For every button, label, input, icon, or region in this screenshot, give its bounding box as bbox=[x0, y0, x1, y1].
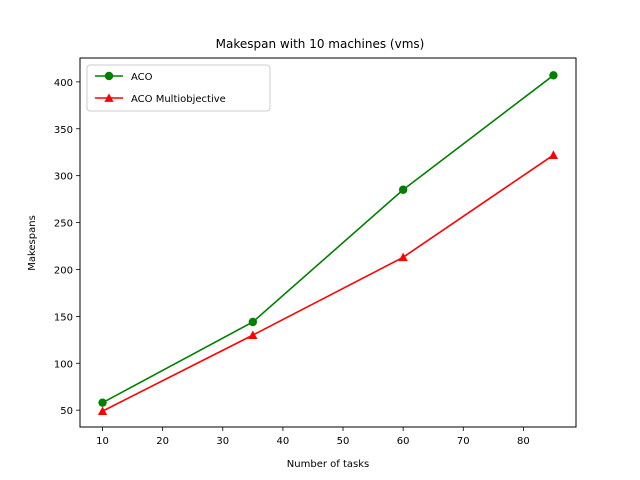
legend: ACO ACO Multiobjective bbox=[86, 64, 271, 112]
data-point-aco-multiobjective bbox=[548, 150, 559, 159]
legend-box bbox=[86, 64, 271, 112]
data-point-aco-multiobjective bbox=[248, 330, 258, 340]
x-tick-label: 30 bbox=[216, 436, 229, 447]
legend-label-aco-multiobjective: ACO Multiobjective bbox=[131, 94, 226, 105]
x-tick-label: 10 bbox=[96, 436, 109, 447]
axis-ticks: 10 20 30 40 50 60 70 80 50 100 150 200 250 300 350 400 bbox=[54, 78, 530, 447]
x-tick-label: 20 bbox=[156, 436, 169, 447]
y-tick-label: 300 bbox=[54, 172, 73, 183]
series-line-aco bbox=[102, 74, 554, 404]
legend-marker-aco bbox=[104, 71, 114, 81]
legend-label-aco: ACO bbox=[131, 72, 153, 83]
x-tick-label: 80 bbox=[517, 436, 530, 447]
data-point-aco bbox=[398, 185, 408, 194]
plot-frame bbox=[79, 57, 577, 428]
data-point-aco bbox=[98, 398, 107, 407]
y-tick-label: 250 bbox=[54, 219, 73, 230]
y-tick-label: 350 bbox=[54, 125, 73, 136]
y-axis-label: Makespans bbox=[27, 215, 38, 271]
y-tick-label: 50 bbox=[60, 406, 73, 417]
data-point-aco-multiobjective bbox=[97, 406, 108, 416]
y-tick-label: 400 bbox=[54, 78, 73, 89]
series-aco-multiobjective bbox=[97, 150, 559, 416]
x-tick-label: 50 bbox=[337, 436, 350, 447]
x-axis-label: Number of tasks bbox=[287, 459, 369, 470]
series-layer bbox=[97, 71, 559, 416]
x-tick-label: 60 bbox=[397, 436, 410, 447]
chart-title: Makespan with 10 machines (vms) bbox=[216, 37, 425, 51]
data-point-aco-multiobjective bbox=[398, 252, 408, 262]
series-line-aco-multiobjective bbox=[102, 154, 554, 412]
legend-marker-aco-multiobjective bbox=[104, 93, 114, 102]
y-tick-label: 150 bbox=[54, 312, 73, 323]
data-point-aco bbox=[549, 71, 558, 80]
series-aco bbox=[98, 71, 558, 407]
x-tick-label: 40 bbox=[277, 436, 290, 447]
y-tick-label: 100 bbox=[54, 359, 73, 370]
y-tick-label: 200 bbox=[54, 265, 73, 276]
x-tick-label: 70 bbox=[457, 436, 470, 447]
data-point-aco bbox=[248, 317, 258, 327]
